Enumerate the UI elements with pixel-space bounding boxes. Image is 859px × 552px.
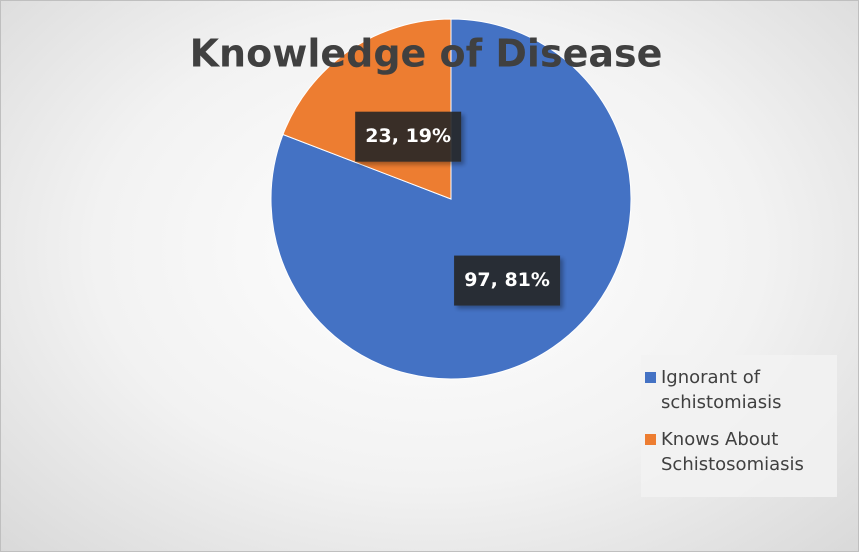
- data-label-box: [355, 111, 462, 162]
- data-label: 23, 19%: [365, 125, 451, 147]
- legend-item: Knows About Schistosomiasis: [641, 427, 837, 477]
- legend-swatch: [645, 372, 656, 383]
- chart-title: Knowledge of Disease: [190, 32, 663, 76]
- legend-swatch: [645, 434, 656, 445]
- legend-label: Ignorant of schistomiasis: [661, 367, 782, 413]
- legend: Ignorant of schistomiasis Knows About Sch…: [641, 355, 837, 497]
- legend-item: Ignorant of schistomiasis: [641, 365, 837, 415]
- legend-label: Knows About Schistosomiasis: [661, 429, 804, 475]
- data-label-box: [454, 255, 561, 306]
- data-label: 97, 81%: [464, 269, 550, 291]
